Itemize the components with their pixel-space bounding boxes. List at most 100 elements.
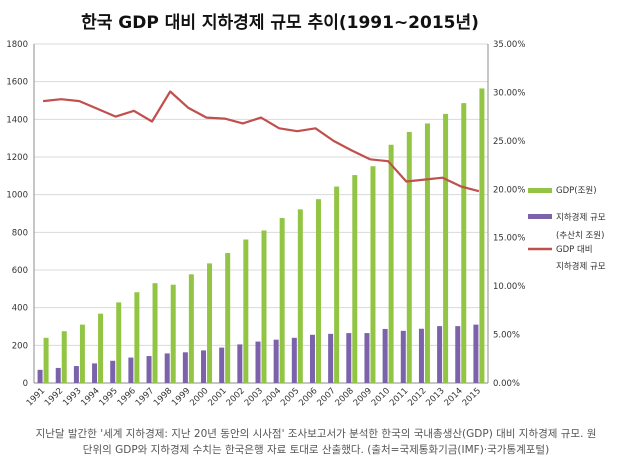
y-left-tick-label: 600: [12, 266, 28, 276]
legend-swatch-underground-economy: [528, 214, 552, 219]
bar-underground-economy: [219, 347, 225, 383]
x-tick-label: 2014: [443, 386, 465, 408]
bar-underground-economy: [473, 324, 479, 383]
bar-underground-economy: [182, 352, 188, 383]
chart-title: 한국 GDP 대비 지하경제 규모 추이(1991~2015년): [81, 13, 479, 33]
bar-gdp: [261, 230, 267, 383]
bar-underground-economy: [164, 353, 170, 383]
bar-gdp: [424, 123, 430, 383]
bar-gdp: [152, 283, 158, 383]
y-right-tick-label: 25.00%: [493, 137, 525, 147]
bar-underground-economy: [92, 363, 98, 383]
x-tick-label: 1998: [152, 386, 174, 408]
y-right-tick-label: 20.00%: [493, 185, 525, 195]
x-tick-label: 2008: [334, 386, 356, 408]
x-tick-label: 2003: [243, 386, 265, 408]
x-tick-label: 1997: [134, 386, 156, 408]
bar-underground-economy: [73, 366, 79, 383]
y-left-tick-label: 1400: [6, 115, 28, 125]
y-left-tick-label: 1200: [6, 153, 28, 163]
bar-gdp: [279, 218, 285, 383]
line-ratio: [42, 90, 480, 193]
x-tick-label: 2001: [206, 386, 228, 408]
x-tick-label: 1995: [97, 386, 119, 408]
caption: 지난달 발간한 '세계 지하경제: 지난 20년 동안의 시사점' 조사보고서가…: [0, 426, 632, 458]
x-tick-label: 2015: [461, 386, 483, 408]
bar-underground-economy: [418, 328, 424, 383]
x-tick-label: 1992: [43, 386, 65, 408]
y-left-tick-label: 800: [12, 228, 28, 238]
y-left-tick-label: 0: [23, 379, 28, 389]
x-tick-label: 2005: [279, 386, 301, 408]
bar-underground-economy: [364, 333, 370, 383]
x-tick-label: 2009: [352, 386, 374, 408]
x-tick-label: 2011: [388, 386, 410, 408]
bar-gdp: [170, 284, 176, 383]
bar-underground-economy: [55, 367, 61, 383]
x-tick-label: 1993: [61, 386, 83, 408]
y-left-tick-label: 200: [12, 341, 28, 351]
x-tick-label: 2013: [424, 386, 446, 408]
bar-underground-economy: [110, 360, 116, 383]
legend-swatch-gdp: [528, 188, 552, 193]
bar-gdp: [352, 175, 358, 383]
bar-gdp: [43, 337, 49, 383]
bar-gdp: [61, 331, 67, 383]
bar-underground-economy: [255, 341, 261, 383]
bar-underground-economy: [437, 326, 443, 383]
bar-underground-economy: [455, 326, 461, 383]
y-left-tick-label: 1600: [6, 78, 28, 88]
bar-gdp: [98, 313, 104, 383]
x-tick-label: 2000: [188, 386, 210, 408]
x-tick-label: 1991: [25, 386, 47, 408]
bar-underground-economy: [128, 357, 134, 383]
bar-gdp: [370, 166, 376, 383]
bar-gdp: [225, 253, 231, 383]
y-right-tick-label: 30.00%: [493, 88, 525, 98]
y-right-tick-label: 15.00%: [493, 234, 525, 244]
y-right-tick-label: 35.00%: [493, 40, 525, 50]
bar-underground-economy: [291, 337, 297, 383]
legend-label-gdp: GDP(조원): [556, 186, 597, 196]
chart-plot: 0 200 400 600 800 1000 1200 1400 1600 1800 0.00% 5.…: [6, 40, 606, 408]
bar-gdp: [243, 239, 249, 383]
bar-underground-economy: [146, 356, 152, 383]
x-tick-label: 2002: [225, 386, 247, 408]
bar-underground-economy: [237, 344, 243, 383]
y-right-tick-label: 5.00%: [493, 331, 520, 341]
bar-gdp: [297, 209, 303, 383]
bar-gdp: [134, 292, 140, 383]
bar-underground-economy: [328, 333, 334, 383]
y-left-tick-label: 1800: [6, 40, 28, 50]
caption-line-2: 단위의 GDP와 지하경제 수치는 한국은행 자료 토대로 산출했다. (출처=…: [82, 444, 550, 456]
bar-underground-economy: [37, 369, 43, 383]
bar-gdp: [406, 131, 412, 383]
x-tick-label: 2010: [370, 386, 392, 408]
x-tick-label: 1996: [116, 386, 138, 408]
y-right-tick-label: 0.00%: [493, 379, 520, 389]
bar-gdp: [188, 274, 194, 383]
bar-underground-economy: [346, 333, 352, 383]
x-tick-label: 2012: [406, 386, 428, 408]
bar-underground-economy: [273, 339, 279, 383]
bar-gdp: [388, 144, 394, 383]
bar-gdp: [116, 302, 122, 383]
bar-gdp: [207, 263, 213, 383]
y-left-tick-label: 400: [12, 304, 28, 314]
y-left-tick-label: 1000: [6, 191, 28, 201]
x-tick-label: 2004: [261, 386, 283, 408]
bar-underground-economy: [309, 334, 315, 383]
bar-underground-economy: [382, 328, 388, 383]
caption-line-1: 지난달 발간한 '세계 지하경제: 지난 20년 동안의 시사점' 조사보고서가…: [35, 428, 597, 440]
bar-underground-economy: [201, 350, 207, 383]
bar-gdp: [334, 186, 340, 383]
y-right-tick-label: 10.00%: [493, 282, 525, 292]
legend-label-underground-economy: 지하경제 규모 (추산치 조원): [556, 212, 606, 241]
bar-underground-economy: [400, 330, 406, 383]
x-tick-label: 1999: [170, 386, 192, 408]
bar-gdp: [79, 324, 85, 383]
x-tick-label: 1994: [79, 386, 101, 408]
bar-gdp: [461, 103, 467, 384]
x-tick-label: 2006: [297, 386, 319, 408]
legend-label-ratio: GDP 대비 지하경제 규모: [556, 245, 606, 272]
